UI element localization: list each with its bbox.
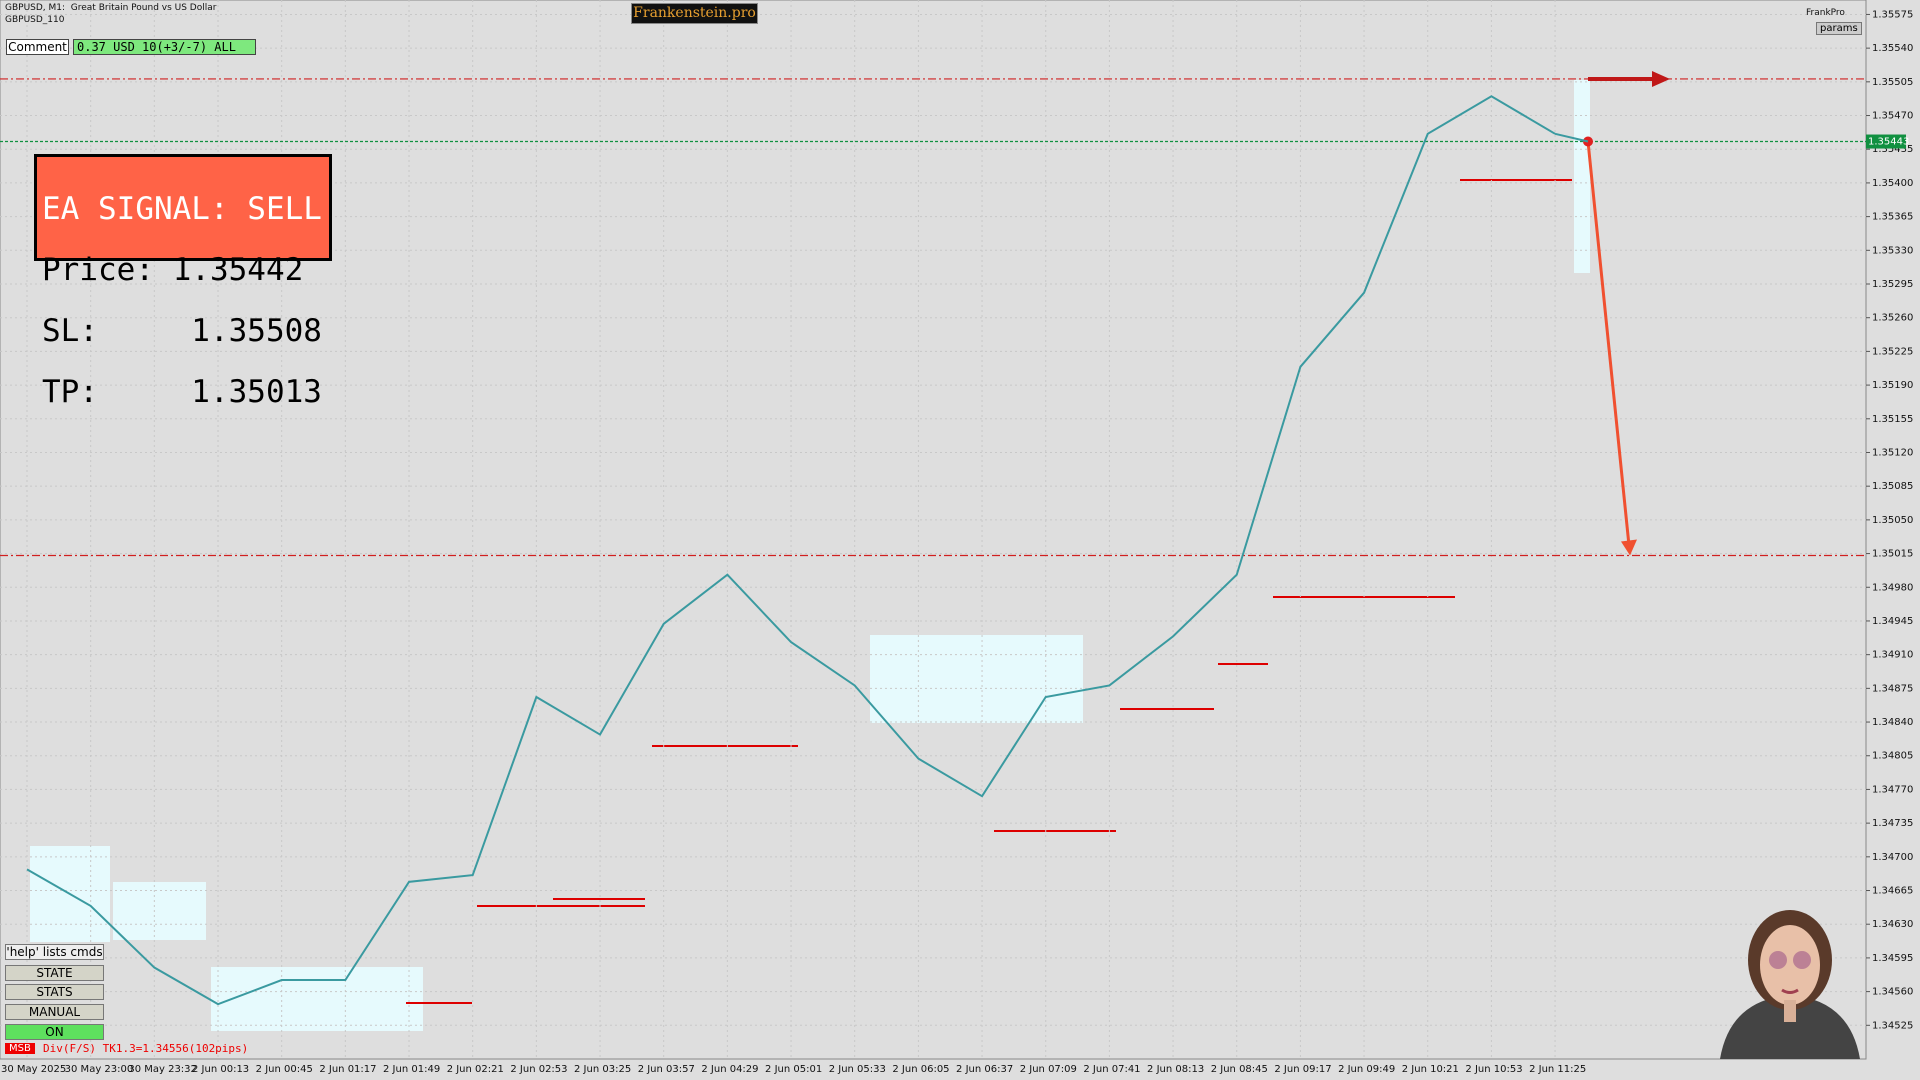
x-tick-label: 2 Jun 08:13	[1147, 1064, 1204, 1075]
status-text: Div(F/S) TK1.3=1.34556(102pips)	[43, 1042, 249, 1055]
zone	[211, 967, 423, 1031]
x-tick-label: 2 Jun 05:01	[765, 1064, 822, 1075]
y-tick-label: 1.34700	[1872, 852, 1913, 863]
x-tick-label: 2 Jun 02:53	[510, 1064, 567, 1075]
x-tick-label: 30 May 23:32	[128, 1064, 197, 1075]
x-tick-label: 2 Jun 00:13	[192, 1064, 249, 1075]
y-tick-label: 1.35575	[1872, 9, 1913, 20]
zone	[113, 882, 206, 940]
y-tick-label: 1.34945	[1872, 616, 1913, 627]
y-tick-label: 1.35435	[1872, 144, 1913, 155]
price-line	[26, 95, 1556, 1006]
y-tick-label: 1.35015	[1872, 549, 1913, 560]
x-tick-label: 2 Jun 10:53	[1465, 1064, 1522, 1075]
manual-button[interactable]: MANUAL	[5, 1004, 104, 1020]
x-tick-label: 2 Jun 02:21	[447, 1064, 504, 1075]
x-tick-label: 2 Jun 05:33	[829, 1064, 886, 1075]
brand: Frankenstein.pro	[631, 3, 758, 24]
y-tick-label: 1.35120	[1872, 447, 1913, 458]
y-tick-label: 1.34770	[1872, 784, 1913, 795]
x-tick-label: 2 Jun 11:25	[1529, 1064, 1586, 1075]
y-tick-label: 1.35330	[1872, 245, 1913, 256]
stats-button[interactable]: STATS	[5, 984, 104, 1000]
zone	[1574, 80, 1590, 273]
price-label-bg	[1866, 134, 1906, 149]
params-button[interactable]: params	[1816, 22, 1862, 35]
x-tick-label: 2 Jun 03:57	[638, 1064, 695, 1075]
x-tick-label: 2 Jun 03:25	[574, 1064, 631, 1075]
sub-title: GBPUSD_110	[5, 15, 65, 25]
y-tick-label: 1.35155	[1872, 414, 1913, 425]
x-tick-label: 2 Jun 08:45	[1211, 1064, 1268, 1075]
y-tick-label: 1.34560	[1872, 987, 1913, 998]
x-tick-label: 2 Jun 04:29	[701, 1064, 758, 1075]
state-button[interactable]: STATE	[5, 965, 104, 981]
x-tick-label: 2 Jun 00:45	[256, 1064, 313, 1075]
x-tick-label: 2 Jun 07:09	[1020, 1064, 1077, 1075]
price-label: 1.35443	[1868, 137, 1909, 148]
y-tick-label: 1.35260	[1872, 313, 1913, 324]
signal-sl: SL: 1.35508	[42, 313, 322, 349]
y-tick-label: 1.34665	[1872, 886, 1913, 897]
last-segment	[1554, 132, 1589, 143]
signal-price: Price: 1.35442	[42, 252, 304, 288]
tp-arrow-head	[1621, 539, 1637, 556]
y-tick-label: 1.35540	[1872, 43, 1913, 54]
x-tick-label: 2 Jun 01:49	[383, 1064, 440, 1075]
y-tick-label: 1.35365	[1872, 212, 1913, 223]
y-tick-label: 1.35225	[1872, 346, 1913, 357]
help-button[interactable]: 'help' lists cmds	[5, 944, 104, 960]
y-tick-label: 1.34910	[1872, 650, 1913, 661]
x-tick-label: 2 Jun 09:17	[1274, 1064, 1331, 1075]
symbol: GBPUSD, M1: Great Britain Pound vs US Do…	[5, 3, 217, 13]
x-tick-label: 2 Jun 06:37	[956, 1064, 1013, 1075]
y-tick-label: 1.35050	[1872, 515, 1913, 526]
y-tick-label: 1.34805	[1872, 751, 1913, 762]
tp-arrow	[1586, 141, 1631, 546]
sl-arrow-head	[1652, 70, 1670, 87]
user: FrankPro	[1806, 8, 1845, 18]
on-button[interactable]: ON	[5, 1024, 104, 1040]
x-tick-label: 30 May 23:00	[65, 1064, 134, 1075]
x-tick-label: 2 Jun 10:21	[1402, 1064, 1459, 1075]
status-tag: MSB	[5, 1043, 35, 1054]
y-tick-label: 1.34595	[1872, 953, 1913, 964]
zone	[870, 635, 1083, 723]
x-tick-label: 2 Jun 01:17	[319, 1064, 376, 1075]
y-tick-label: 1.34735	[1872, 818, 1913, 829]
x-tick-label: 2 Jun 09:49	[1338, 1064, 1395, 1075]
y-tick-label: 1.35085	[1872, 481, 1913, 492]
x-tick-label: 2 Jun 07:41	[1083, 1064, 1140, 1075]
y-tick-label: 1.35470	[1872, 111, 1913, 122]
signal-tp: TP: 1.35013	[42, 374, 322, 410]
comment-label: Comment	[6, 39, 69, 55]
y-tick-label: 1.34525	[1872, 1020, 1913, 1031]
x-tick-label: 30 May 2025	[1, 1064, 66, 1075]
signal-title: EA SIGNAL: SELL	[42, 191, 322, 227]
y-tick-label: 1.35400	[1872, 178, 1913, 189]
signal-arrows	[1554, 70, 1670, 556]
x-tick-label: 2 Jun 06:05	[892, 1064, 949, 1075]
y-tick-label: 1.34630	[1872, 919, 1913, 930]
y-tick-label: 1.35505	[1872, 77, 1913, 88]
y-tick-label: 1.35190	[1872, 380, 1913, 391]
y-tick-label: 1.35295	[1872, 279, 1913, 290]
signal-box: EA SIGNAL: SELL Price: 1.35442 SL: 1.355…	[34, 154, 332, 408]
comment-value: 0.37 USD 10(+3/-7) ALL	[73, 39, 256, 55]
y-tick-label: 1.34840	[1872, 717, 1913, 728]
y-tick-label: 1.34875	[1872, 683, 1913, 694]
y-tick-label: 1.34980	[1872, 582, 1913, 593]
